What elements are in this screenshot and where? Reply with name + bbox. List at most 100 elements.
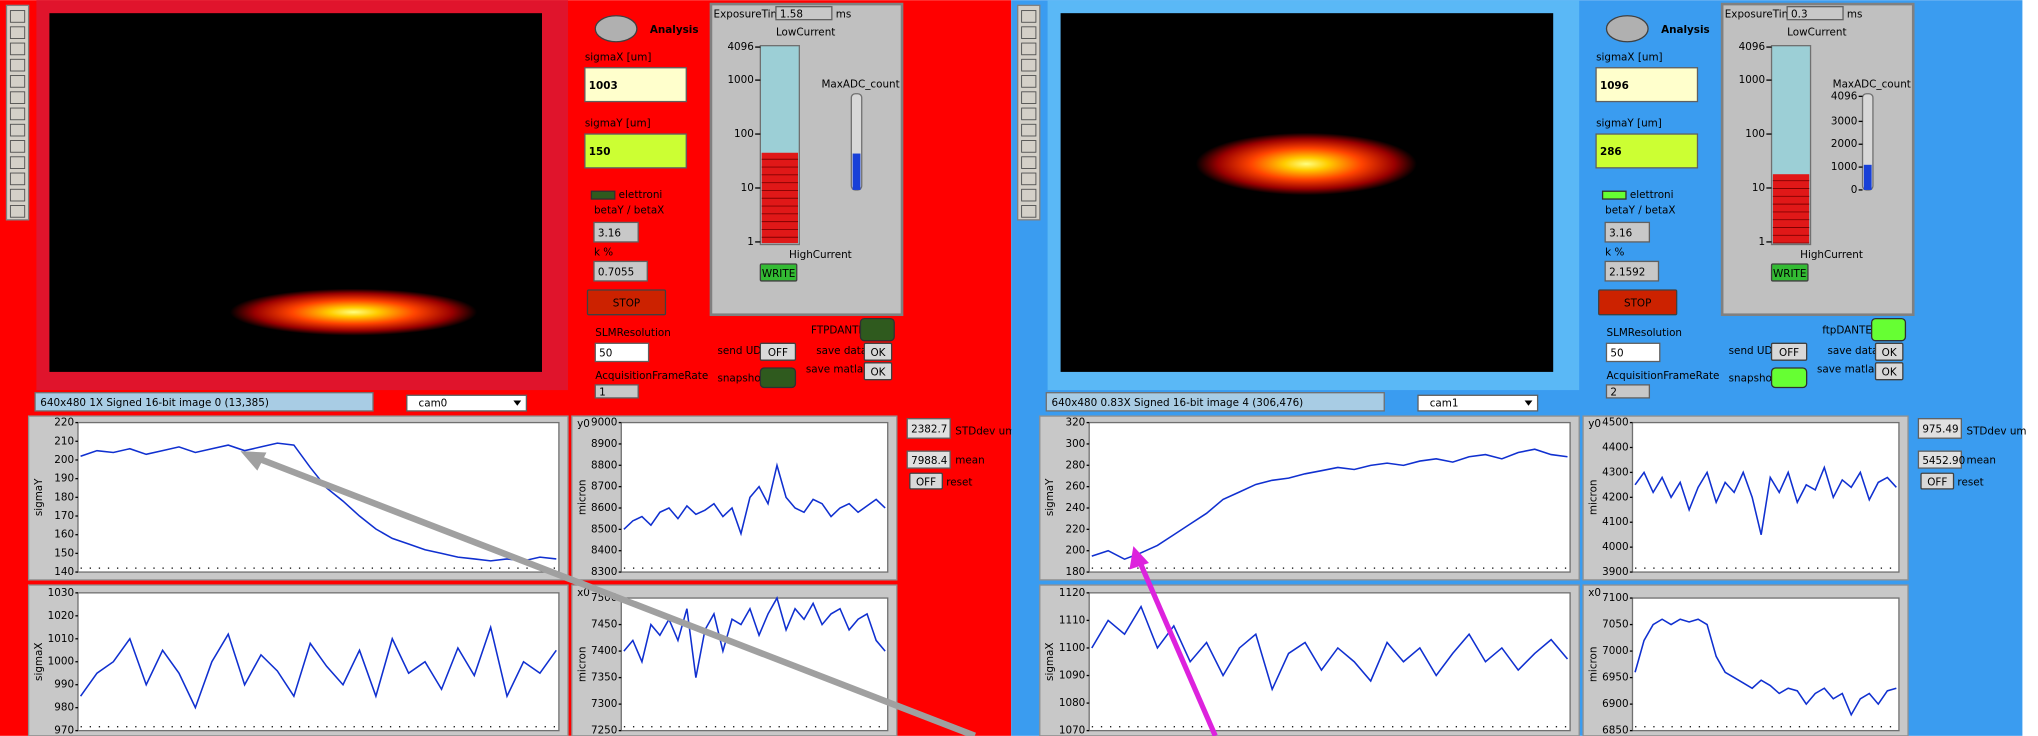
- sigma-y-label: sigmaY [um]: [1596, 118, 1662, 130]
- snapshot-label: snapshot: [717, 372, 764, 384]
- gauge-tick-label: 1: [1758, 236, 1765, 248]
- y-tick-label: 210: [54, 435, 74, 447]
- y-tick-label: 3900: [1602, 566, 1628, 578]
- corner-label: y0: [577, 418, 590, 430]
- mean-label: mean: [1967, 454, 1996, 466]
- send-udp-button-label: OFF: [1779, 347, 1799, 359]
- y-tick-label: 220: [54, 417, 74, 429]
- std-value: 975.49: [1922, 424, 1958, 436]
- std-label: STDdev um: [1967, 426, 2027, 438]
- high-current-label: HighCurrent: [789, 249, 852, 261]
- save-matlab-label: save matlab: [806, 363, 870, 375]
- mean-value: 7988.4: [911, 455, 948, 467]
- plot-area: [621, 598, 887, 731]
- y-tick-label: 8400: [591, 545, 617, 557]
- analysis-knob[interactable]: [595, 16, 637, 42]
- reset-button-label: OFF: [1927, 476, 1947, 488]
- gauge-tick-label: 1000: [727, 74, 753, 86]
- y-tick-label: 200: [1065, 545, 1085, 557]
- adc-tick-label: 4096: [1831, 90, 1857, 102]
- y-tick-label: 7250: [591, 725, 617, 736]
- sigma-x: 1003: [589, 80, 618, 92]
- toolbar: [6, 5, 28, 219]
- elettroni-led: [1603, 191, 1626, 199]
- adc-tick-label: 1000: [1831, 161, 1857, 173]
- frame-rate: 1: [599, 387, 606, 399]
- y-tick-label: 170: [54, 510, 74, 522]
- current-level: [1773, 174, 1809, 243]
- gauge-tick-label: 1: [747, 236, 754, 248]
- acq-label: AcquisitionFrameRate: [1606, 370, 1719, 382]
- y-tick-label: 8900: [591, 438, 617, 450]
- beam-spot: [1196, 133, 1417, 195]
- snapshot-led[interactable]: [760, 368, 795, 387]
- y-axis-label: micron: [1587, 479, 1599, 515]
- save-data-label: save data: [816, 345, 867, 357]
- stop-button-label: STOP: [1624, 298, 1651, 310]
- y-tick-label: 7000: [1602, 645, 1628, 657]
- y-tick-label: 220: [1065, 523, 1085, 535]
- y-tick-label: 1090: [1059, 670, 1085, 682]
- corner-label: x0: [1588, 587, 1601, 599]
- k-label: k %: [594, 246, 613, 258]
- y-tick-label: 4000: [1602, 541, 1628, 553]
- y-tick-label: 8600: [591, 502, 617, 514]
- y-tick-label: 7100: [1602, 592, 1628, 604]
- sigma-y: 286: [1600, 146, 1622, 158]
- y-tick-label: 6900: [1602, 698, 1628, 710]
- low-current-label: LowCurrent: [1787, 27, 1846, 39]
- save-matlab-button-label: OK: [870, 367, 886, 379]
- content: 640x480 1X Signed 16-bit image 0 (13,385…: [0, 0, 2027, 736]
- y-tick-label: 300: [1065, 438, 1085, 450]
- gauge-tick-label: 10: [741, 182, 754, 194]
- y-tick-label: 7400: [591, 645, 617, 657]
- slm-label: SLMResolution: [1606, 327, 1682, 339]
- reset-button-label: OFF: [916, 476, 936, 488]
- corner-label: y0: [1588, 418, 1601, 430]
- exposure-unit: ms: [836, 8, 852, 20]
- adc-tick-label: 3000: [1831, 115, 1857, 127]
- analysis-knob[interactable]: [1606, 16, 1648, 42]
- camera-name: cam1: [1430, 398, 1459, 410]
- beta-label: betaY / betaX: [1605, 205, 1675, 217]
- plot-area: [78, 593, 559, 731]
- y-tick-label: 280: [1065, 459, 1085, 471]
- snapshot-label: snapshot: [1729, 372, 1776, 384]
- adc-fill: [853, 154, 861, 190]
- sigma-y-label: sigmaY [um]: [585, 118, 651, 130]
- y-tick-label: 1010: [48, 633, 74, 645]
- y-tick-label: 320: [1065, 417, 1085, 429]
- ftp-led[interactable]: [860, 319, 894, 341]
- y-tick-label: 180: [54, 491, 74, 503]
- y-axis-label: micron: [576, 647, 588, 683]
- y-tick-label: 980: [54, 702, 74, 714]
- ftp-led[interactable]: [1872, 319, 1906, 341]
- elettroni-label: elettroni: [619, 189, 663, 201]
- adc-level: [1864, 165, 1872, 190]
- y-tick-label: 4300: [1602, 466, 1628, 478]
- y-tick-label: 160: [54, 529, 74, 541]
- y-tick-label: 1110: [1059, 614, 1085, 626]
- y-tick-label: 7350: [591, 672, 617, 684]
- gauge-tick-label: 4096: [1739, 41, 1765, 53]
- max-adc-label: MaxADC_count: [821, 79, 899, 91]
- write-button-label: WRITE: [762, 268, 795, 280]
- save-matlab-button-label: OK: [1882, 367, 1898, 379]
- sigma-y: 150: [589, 146, 611, 158]
- y-tick-label: 6850: [1602, 725, 1628, 736]
- sigma-x-label: sigmaX [um]: [1596, 51, 1663, 63]
- snapshot-led[interactable]: [1772, 368, 1807, 387]
- analysis-label: Analysis: [1661, 24, 1710, 36]
- y-tick-label: 4400: [1602, 442, 1628, 454]
- y-tick-label: 1080: [1059, 697, 1085, 709]
- y-tick-label: 140: [54, 566, 74, 578]
- y-tick-label: 1020: [48, 610, 74, 622]
- plot-area: [1632, 423, 1898, 572]
- k-percent: 2.1592: [1609, 266, 1645, 278]
- reset-label: reset: [946, 476, 972, 488]
- send-udp-button-label: OFF: [768, 347, 788, 359]
- y-axis-label: sigmaX: [1044, 643, 1056, 681]
- mean-label: mean: [955, 454, 984, 466]
- analysis-label: Analysis: [650, 24, 699, 36]
- high-current-label: HighCurrent: [1800, 249, 1863, 261]
